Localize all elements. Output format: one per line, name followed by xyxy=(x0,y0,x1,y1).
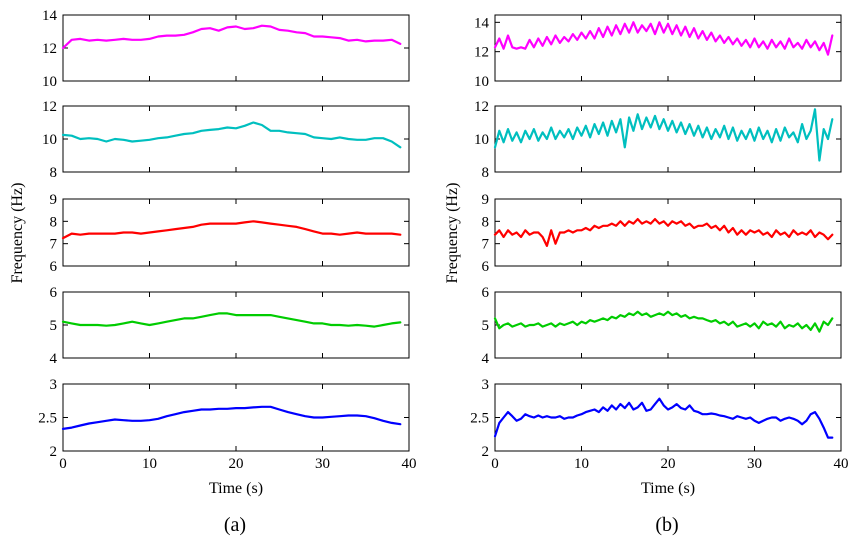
series-line xyxy=(493,108,834,162)
y-tick-label: 6 xyxy=(482,259,490,275)
axes-frame xyxy=(494,198,842,267)
y-tick-label: 5 xyxy=(482,318,490,334)
x-tick-label: 10 xyxy=(574,456,589,472)
y-tick-label: 9 xyxy=(482,192,490,208)
y-tick-label: 12 xyxy=(474,99,489,115)
y-tick-label: 8 xyxy=(482,214,490,230)
y-tick-label: 3 xyxy=(482,377,490,393)
subplot-b-2: 8 10 12 xyxy=(474,99,842,181)
series-line xyxy=(61,24,402,50)
series-line xyxy=(493,397,834,439)
y-tick-label: 2 xyxy=(50,444,58,460)
x-tick-label: 20 xyxy=(229,456,244,472)
series-line xyxy=(61,220,402,240)
y-tick-label: 3 xyxy=(50,377,58,393)
series-line xyxy=(493,310,834,333)
x-tick-label: 20 xyxy=(661,456,676,472)
y-tick-label: 2 xyxy=(482,444,490,460)
y-tick-label: 4 xyxy=(50,351,58,367)
y-tick-label: 4 xyxy=(482,351,490,367)
y-tick-label: 12 xyxy=(474,45,489,61)
series-line xyxy=(61,312,402,328)
y-tick-label: 14 xyxy=(474,15,490,31)
axes-frame xyxy=(62,383,410,452)
subplot-b-5: 22.530 10 20 30 40 xyxy=(470,377,848,472)
y-tick-label: 7 xyxy=(482,237,490,253)
panel-caption: (b) xyxy=(655,514,678,536)
subplot-b-4: 4 5 6 xyxy=(482,285,842,367)
panel-caption: (a) xyxy=(224,514,246,536)
series-line xyxy=(493,21,834,56)
y-tick-label: 10 xyxy=(474,132,489,148)
y-tick-label: 10 xyxy=(42,132,57,148)
x-tick-label: 0 xyxy=(59,456,67,472)
subplot-a-3: 6 7 8 9 xyxy=(50,192,410,275)
series-line xyxy=(493,218,834,247)
subplot-b-1: 10 12 14 xyxy=(474,14,842,90)
x-tick-label: 30 xyxy=(315,456,330,472)
x-axis-label: Time (s) xyxy=(641,480,695,497)
subplot-a-1: 10 12 14 xyxy=(42,8,410,90)
y-tick-label: 2.5 xyxy=(470,411,489,427)
y-tick-label: 2.5 xyxy=(38,411,57,427)
y-axis-label: Frequency (Hz) xyxy=(444,183,461,284)
x-tick-label: 30 xyxy=(747,456,762,472)
y-tick-label: 14 xyxy=(42,8,58,24)
series-line xyxy=(61,121,402,149)
axes-frame xyxy=(62,14,410,82)
x-tick-label: 0 xyxy=(491,456,499,472)
subplot-b-3: 6 7 8 9 xyxy=(482,192,842,275)
y-tick-label: 8 xyxy=(482,165,490,181)
y-tick-label: 8 xyxy=(50,165,58,181)
y-tick-label: 6 xyxy=(50,285,58,301)
y-tick-label: 7 xyxy=(50,237,58,253)
y-tick-label: 6 xyxy=(482,285,490,301)
x-axis-label: Time (s) xyxy=(209,480,263,497)
y-tick-label: 9 xyxy=(50,192,58,208)
y-tick-label: 5 xyxy=(50,318,58,334)
series-line xyxy=(61,405,402,430)
x-tick-label: 40 xyxy=(402,456,417,472)
x-tick-label: 10 xyxy=(142,456,157,472)
subplot-a-4: 4 5 6 xyxy=(50,285,410,367)
y-tick-label: 12 xyxy=(42,99,57,115)
subplot-a-5: 22.530 10 20 30 40 xyxy=(38,377,416,472)
y-axis-label: Frequency (Hz) xyxy=(9,183,26,284)
subplot-a-2: 8 10 12 xyxy=(42,99,410,181)
x-tick-label: 40 xyxy=(834,456,848,472)
y-tick-label: 8 xyxy=(50,214,58,230)
y-tick-label: 12 xyxy=(42,41,57,57)
y-tick-label: 10 xyxy=(42,74,57,90)
y-tick-label: 10 xyxy=(474,74,489,90)
y-tick-label: 6 xyxy=(50,259,58,275)
